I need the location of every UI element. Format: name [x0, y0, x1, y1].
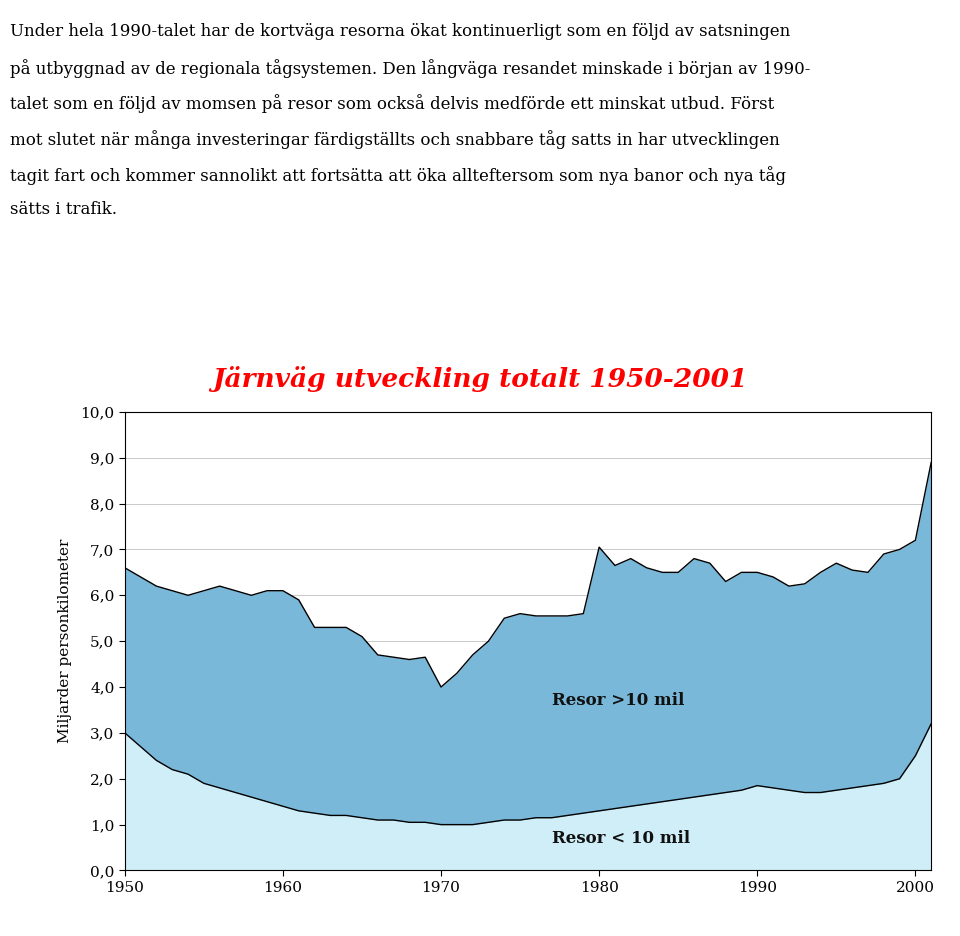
Text: talet som en följd av momsen på resor som också delvis medförde ett minskat utbu: talet som en följd av momsen på resor so…: [10, 95, 774, 113]
Text: Resor < 10 mil: Resor < 10 mil: [552, 830, 690, 847]
Y-axis label: Miljarder personkilometer: Miljarder personkilometer: [58, 539, 72, 743]
Text: Under hela 1990-talet har de kortväga resorna ökat kontinuerligt som en följd av: Under hela 1990-talet har de kortväga re…: [10, 23, 790, 40]
Text: Järnväg utveckling totalt 1950-2001: Järnväg utveckling totalt 1950-2001: [212, 366, 748, 392]
Text: sätts i trafik.: sätts i trafik.: [10, 201, 116, 218]
Text: på utbyggnad av de regionala tågsystemen. Den långväga resandet minskade i börja: på utbyggnad av de regionala tågsystemen…: [10, 59, 810, 78]
Text: tagit fart och kommer sannolikt att fortsätta att öka allteftersom som nya banor: tagit fart och kommer sannolikt att fort…: [10, 166, 785, 184]
Text: Resor >10 mil: Resor >10 mil: [552, 693, 684, 709]
Text: mot slutet när många investeringar färdigställts och snabbare tåg satts in har u: mot slutet när många investeringar färdi…: [10, 130, 780, 149]
